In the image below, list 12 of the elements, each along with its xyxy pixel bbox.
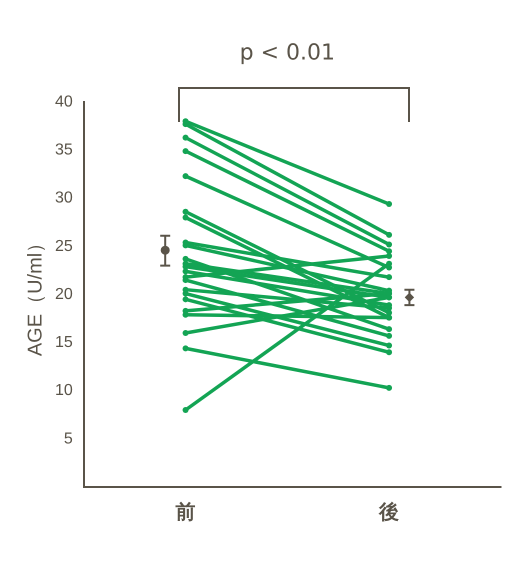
y-tick-label: 35 xyxy=(55,142,73,159)
y-tick-label: 30 xyxy=(55,190,73,207)
y-tick-label: 15 xyxy=(55,334,73,352)
text: p < 0.01 xyxy=(240,40,335,66)
y-tick-label: 5 xyxy=(64,430,73,448)
x-tick-label: 後 xyxy=(378,502,400,524)
y-tick-label: 40 xyxy=(55,93,73,110)
y-tick-label: 20 xyxy=(55,286,73,303)
x-tick-label: 前 xyxy=(174,502,196,524)
y-tick-label: 10 xyxy=(55,382,73,400)
y-axis-title: AGE（U/ml） xyxy=(24,232,47,356)
y-tick-label: 25 xyxy=(55,238,73,255)
